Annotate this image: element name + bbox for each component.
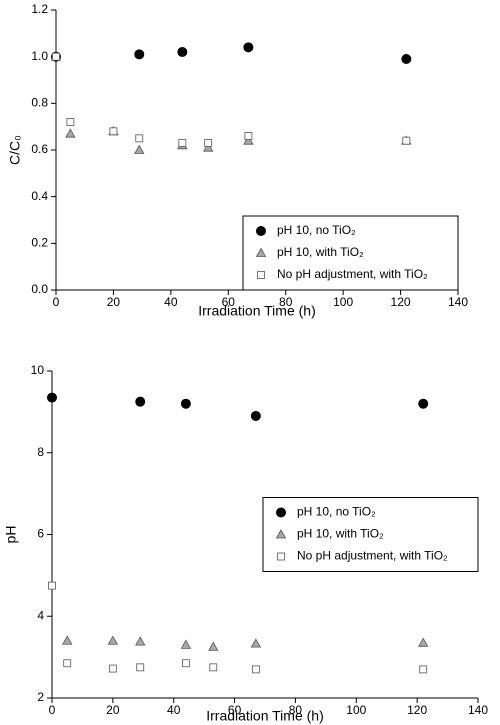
legend-marker xyxy=(277,552,285,561)
legend-box xyxy=(262,497,479,572)
legend-marker xyxy=(276,507,286,518)
data-point xyxy=(209,663,218,672)
data-point xyxy=(208,641,219,651)
legend-marker xyxy=(275,529,287,539)
data-point xyxy=(244,132,253,140)
data-point xyxy=(402,136,411,145)
data-point xyxy=(180,639,192,649)
data-point xyxy=(418,637,429,647)
data-point xyxy=(65,128,76,138)
legend-label: No pH adjustment, with TiO₂ xyxy=(277,267,428,281)
x-tick-label: 120 xyxy=(391,295,411,309)
data-point xyxy=(178,139,187,147)
x-tick-label: 60 xyxy=(222,295,236,309)
x-tick-label: 0 xyxy=(49,703,56,717)
y-axis-title: pH xyxy=(3,526,19,544)
x-tick-label: 100 xyxy=(346,703,366,717)
x-tick-label: 140 xyxy=(448,295,468,309)
x-tick-label: 40 xyxy=(167,703,181,717)
y-tick-label: 0.4 xyxy=(31,189,48,203)
data-point xyxy=(251,665,260,674)
y-tick-label: 0.6 xyxy=(31,142,48,156)
data-point xyxy=(62,635,73,645)
data-point xyxy=(135,636,146,646)
legend-label: pH 10, no TiO₂ xyxy=(297,505,376,519)
x-tick-label: 120 xyxy=(407,703,427,717)
data-point xyxy=(243,135,254,145)
x-tick-label: 80 xyxy=(289,703,303,717)
data-point xyxy=(134,49,145,60)
data-point xyxy=(419,665,428,674)
x-tick-label: 20 xyxy=(106,703,120,717)
legend-label: pH 10, with TiO₂ xyxy=(277,245,364,259)
y-tick-label: 4 xyxy=(37,608,44,622)
x-tick-label: 20 xyxy=(107,295,121,309)
data-point xyxy=(418,398,429,409)
data-point xyxy=(180,398,191,409)
data-point xyxy=(181,659,190,668)
data-point xyxy=(47,392,57,403)
data-point xyxy=(250,410,261,421)
y-tick-label: 6 xyxy=(37,527,44,541)
x-tick-label: 100 xyxy=(333,295,353,309)
data-point xyxy=(135,134,144,143)
data-point xyxy=(107,635,119,645)
legend-label: No pH adjustment, with TiO₂ xyxy=(297,549,448,563)
data-point xyxy=(108,664,117,673)
legend-marker xyxy=(256,226,266,236)
y-tick-label: 10 xyxy=(31,363,45,377)
legend-box xyxy=(242,215,459,291)
legend-marker xyxy=(257,271,265,279)
data-point xyxy=(243,42,254,53)
y-tick-label: 1.0 xyxy=(31,49,48,63)
y-tick-label: 2 xyxy=(37,690,44,704)
legend-label: pH 10, with TiO₂ xyxy=(297,527,384,541)
data-point xyxy=(109,127,118,136)
x-tick-label: 60 xyxy=(228,703,242,717)
data-point xyxy=(136,663,145,672)
y-tick-label: 1.2 xyxy=(31,2,48,16)
x-tick-label: 140 xyxy=(468,703,488,717)
x-tick-label: 80 xyxy=(279,295,293,309)
y-tick-label: 0.2 xyxy=(31,236,48,250)
data-point xyxy=(66,118,75,126)
x-tick-label: 40 xyxy=(164,295,178,309)
legend-label: pH 10, no TiO₂ xyxy=(277,223,356,237)
data-point xyxy=(177,47,188,57)
data-point xyxy=(134,144,145,154)
data-point xyxy=(52,52,60,61)
data-point xyxy=(63,659,72,668)
x-axis-title: Irradiation Time (h) xyxy=(198,303,315,319)
y-tick-label: 8 xyxy=(37,445,44,459)
x-axis-title: Irradiation Time (h) xyxy=(206,708,323,724)
legend-marker xyxy=(255,247,267,257)
data-point xyxy=(250,638,262,648)
y-axis-title: C/C₀ xyxy=(7,135,23,165)
y-tick-label: 0.8 xyxy=(31,96,48,110)
data-point xyxy=(401,54,412,64)
data-point xyxy=(135,396,146,407)
data-point xyxy=(203,142,214,152)
x-tick-label: 0 xyxy=(53,295,60,309)
y-tick-label: 0.0 xyxy=(31,282,48,296)
data-point xyxy=(48,581,56,590)
data-point xyxy=(204,139,213,147)
